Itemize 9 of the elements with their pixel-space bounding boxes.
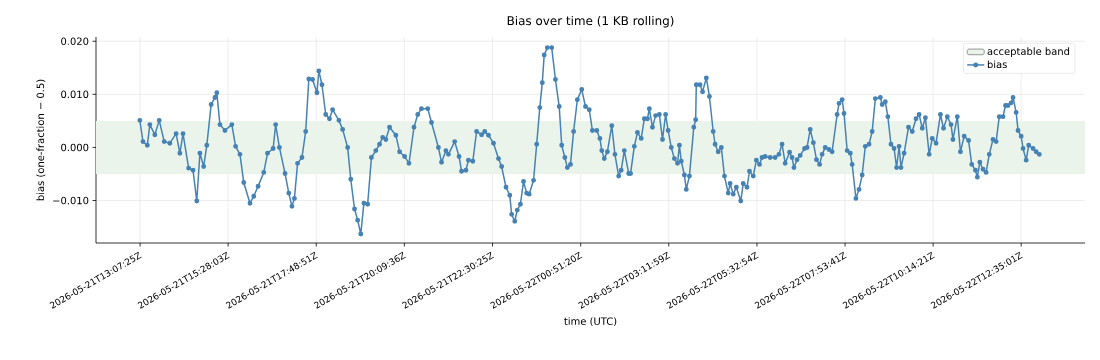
y-tick-label: −0.010 xyxy=(53,196,89,205)
y-tick-label: 0.010 xyxy=(61,90,89,99)
legend-label: bias xyxy=(987,60,1007,69)
y-tick-label: 0.020 xyxy=(61,37,89,46)
x-axis-title: time (UTC) xyxy=(564,317,617,327)
y-axis-title: bias (one-fraction − 0.5) xyxy=(36,79,46,201)
y-tick-label: 0.000 xyxy=(61,143,89,152)
chart-title: Bias over time (1 KB rolling) xyxy=(507,15,674,28)
legend-label: acceptable band xyxy=(987,47,1070,58)
